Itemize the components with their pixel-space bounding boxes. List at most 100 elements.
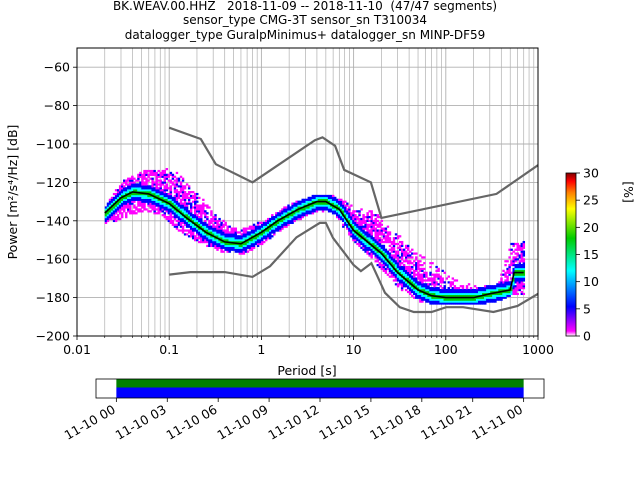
psd-cell	[520, 285, 524, 288]
psd-cell	[409, 271, 412, 274]
psd-cell	[384, 248, 388, 251]
psd-cell	[340, 204, 343, 207]
psd-cell	[240, 250, 244, 253]
psd-cell	[512, 288, 515, 292]
psd-cell	[455, 302, 459, 305]
psd-cell	[161, 200, 164, 203]
psd-cell	[275, 216, 278, 219]
psd-cell	[277, 214, 280, 217]
psd-cell	[163, 208, 167, 211]
psd-cell	[200, 240, 203, 244]
psd-cell	[459, 302, 463, 305]
psd-cell	[301, 214, 304, 217]
psd-cell	[299, 208, 302, 211]
psd-cell	[480, 292, 483, 296]
psd-cell	[210, 217, 213, 221]
psd-cell	[313, 208, 317, 211]
psd-cell	[333, 204, 337, 207]
psd-cell	[267, 221, 270, 224]
psd-cell	[143, 189, 146, 192]
psd-cell	[220, 240, 223, 244]
psd-cell	[262, 233, 266, 236]
psd-cell	[415, 273, 418, 276]
psd-cell	[447, 300, 450, 303]
psd-cell	[421, 283, 424, 286]
psd-cell	[421, 275, 424, 278]
psd-cell	[461, 292, 465, 296]
psd-cell	[484, 296, 487, 299]
psd-cell	[110, 210, 114, 213]
psd-cell	[264, 233, 268, 236]
psd-cell	[360, 233, 363, 236]
psd-cell	[364, 231, 367, 234]
psd-cell	[411, 281, 414, 284]
psd-cell	[364, 250, 367, 253]
psd-cell	[289, 210, 292, 213]
psd-cell	[409, 269, 412, 272]
psd-cell	[504, 273, 507, 276]
psd-cell	[394, 267, 398, 271]
psd-cell	[392, 254, 396, 257]
psd-cell	[254, 237, 258, 240]
psd-cell	[116, 194, 120, 198]
psd-cell	[196, 221, 199, 224]
psd-cell	[504, 260, 507, 263]
psd-cell	[382, 260, 386, 263]
psd-cell	[191, 227, 195, 230]
psd-cell	[210, 219, 213, 223]
psd-cell	[500, 294, 503, 297]
psd-cell	[354, 210, 357, 213]
psd-cell	[348, 217, 351, 221]
psd-cell	[299, 202, 302, 205]
psd-cell	[194, 239, 197, 242]
psd-cell	[404, 275, 408, 278]
psd-cell	[502, 290, 505, 294]
psd-cell	[313, 202, 317, 205]
psd-cell	[260, 223, 264, 226]
psd-cell	[506, 283, 509, 286]
psd-cell	[473, 292, 477, 296]
psd-cell	[153, 189, 156, 192]
psd-cell	[143, 206, 146, 209]
psd-cell	[338, 202, 341, 205]
psd-cell	[155, 200, 158, 203]
psd-cell	[236, 250, 240, 253]
psd-cell	[388, 252, 392, 255]
psd-cell	[147, 191, 150, 194]
psd-cell	[198, 208, 201, 211]
psd-cell	[196, 229, 199, 232]
psd-cell	[498, 292, 501, 296]
psd-cell	[449, 285, 453, 288]
psd-cell	[400, 256, 404, 259]
psd-cell	[477, 302, 481, 305]
psd-cell	[216, 240, 219, 244]
psd-cell	[358, 217, 361, 221]
psd-cell	[510, 264, 513, 267]
psd-cell	[362, 239, 365, 242]
psd-cell	[131, 200, 134, 203]
psd-cell	[348, 227, 351, 230]
psd-cell	[222, 229, 225, 232]
psd-cell	[283, 210, 286, 213]
psd-cell	[139, 202, 142, 205]
psd-cell	[400, 267, 404, 271]
psd-cell	[123, 185, 126, 188]
psd-cell	[384, 237, 388, 240]
psd-cell	[238, 235, 242, 238]
psd-cell	[348, 206, 351, 209]
psd-cell	[137, 185, 140, 188]
psd-cell	[392, 279, 396, 282]
psd-cell	[246, 250, 250, 253]
psd-cell	[433, 292, 436, 296]
psd-cell	[240, 240, 244, 244]
psd-cell	[264, 223, 268, 226]
psd-cell	[417, 285, 420, 288]
psd-cell	[321, 208, 325, 211]
psd-cell	[512, 285, 515, 288]
psd-cell	[506, 294, 509, 297]
psd-cell	[202, 231, 205, 234]
psd-cell	[161, 204, 164, 207]
psd-cell	[329, 204, 333, 207]
psd-cell	[348, 216, 351, 219]
psd-cell	[506, 292, 509, 296]
